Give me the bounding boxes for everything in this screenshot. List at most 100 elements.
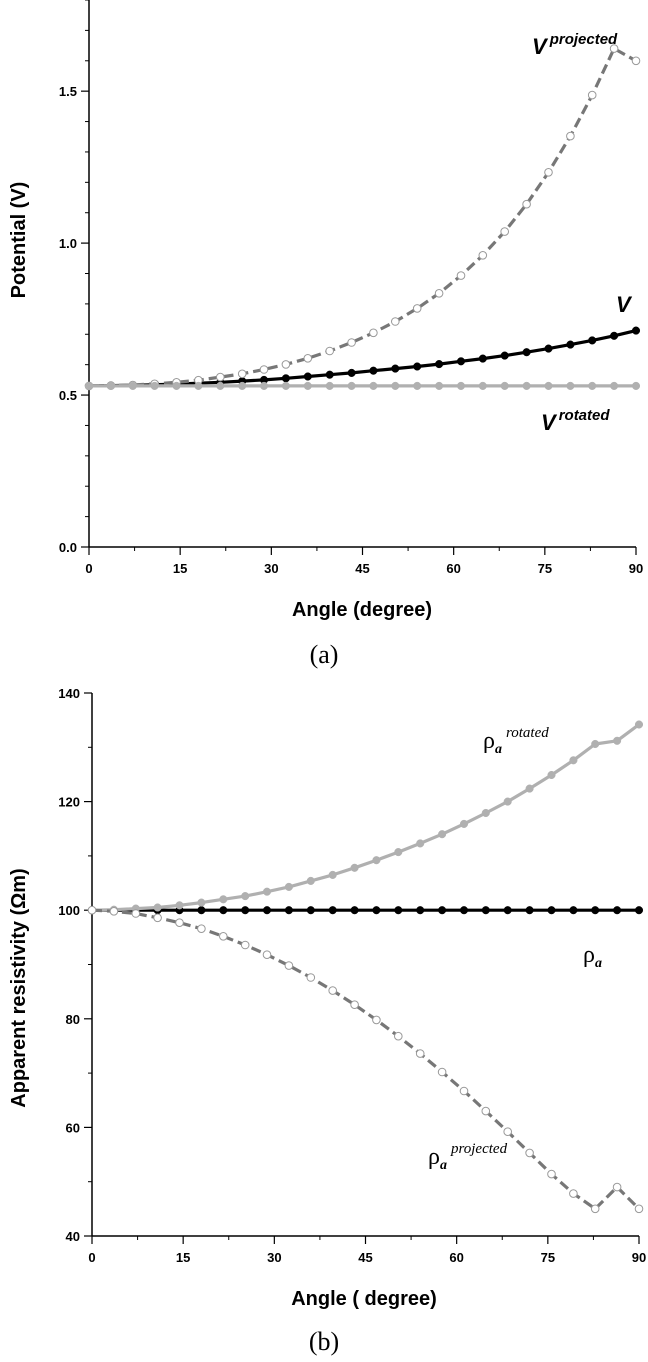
data-point	[84, 381, 94, 390]
x-tick-label: 0	[85, 561, 92, 576]
data-point	[631, 326, 641, 335]
data-point	[372, 856, 381, 865]
label-rho-a: ρa	[583, 942, 602, 971]
x-tick-label: 30	[264, 561, 278, 576]
data-point	[566, 381, 575, 390]
data-point	[435, 381, 444, 390]
data-point	[438, 906, 447, 915]
data-point	[281, 374, 290, 383]
data-point	[259, 381, 269, 390]
data-point	[503, 1127, 513, 1136]
data-point	[634, 906, 644, 915]
data-point	[590, 1204, 600, 1214]
data-point	[613, 906, 622, 915]
data-point	[194, 381, 203, 390]
data-point	[569, 906, 578, 915]
data-point	[241, 906, 250, 915]
data-point	[522, 381, 531, 390]
data-point	[416, 839, 425, 848]
data-point	[216, 372, 225, 382]
panel-b-label: (b)	[309, 1327, 339, 1356]
data-point	[281, 381, 290, 390]
y-tick-label: 0.0	[59, 540, 77, 555]
panel-a-series	[84, 44, 641, 391]
data-point	[219, 895, 228, 904]
data-point	[172, 381, 181, 390]
data-point	[566, 340, 575, 349]
panel-b-series-labels: ρarotated ρa ρaprojected	[428, 725, 602, 1173]
data-point	[456, 381, 466, 390]
data-point	[478, 381, 487, 390]
data-point	[613, 736, 622, 745]
y-tick-label: 1.0	[59, 236, 77, 251]
data-point	[481, 906, 490, 915]
data-point	[262, 950, 272, 960]
series-V-projected	[84, 44, 641, 391]
data-point	[522, 199, 531, 209]
data-point	[325, 370, 334, 379]
data-point	[416, 906, 425, 915]
x-tick-label: 30	[267, 1250, 281, 1265]
data-point	[216, 381, 225, 390]
y-tick-label: 0.5	[59, 388, 77, 403]
data-point	[306, 876, 315, 885]
panel-a-axes: 0 15 30 45 60 75 90 0.0 0.5 1.0 1.5	[59, 0, 643, 576]
series-V	[84, 326, 641, 390]
data-point	[591, 739, 600, 749]
data-point	[437, 1067, 447, 1077]
data-point	[503, 797, 512, 806]
y-tick-label: 1.5	[59, 84, 77, 99]
data-point	[478, 251, 488, 260]
data-point	[609, 44, 619, 53]
data-point	[394, 1031, 403, 1041]
data-point	[284, 961, 294, 970]
data-point	[434, 289, 444, 298]
x-tick-label: 75	[541, 1250, 555, 1265]
data-point	[369, 366, 378, 375]
data-point	[303, 372, 312, 381]
data-point	[481, 1106, 491, 1116]
data-point	[350, 1000, 359, 1010]
data-point	[150, 381, 159, 390]
data-point	[109, 907, 119, 916]
data-point	[522, 348, 531, 357]
data-point	[372, 906, 381, 915]
data-point	[634, 1204, 644, 1214]
data-point	[175, 918, 184, 928]
data-point	[262, 906, 272, 915]
series-line	[91, 723, 640, 912]
data-point	[328, 906, 337, 915]
data-point	[197, 924, 206, 934]
y-tick-label: 40	[66, 1229, 80, 1244]
panel-b-axes: 0 15 30 45 60 75 90 40 60 80 100 120 140	[58, 686, 646, 1265]
data-point	[197, 898, 206, 907]
data-point	[369, 328, 378, 338]
data-point	[328, 986, 338, 995]
data-point	[219, 906, 228, 915]
panel-a-y-axis-title: Potential (V)	[8, 182, 30, 299]
series-V-rotated	[84, 381, 641, 390]
data-point	[391, 317, 400, 326]
x-tick-label: 90	[632, 1250, 646, 1265]
series-ρa-projected	[87, 905, 644, 1214]
data-point	[631, 381, 641, 390]
x-tick-label: 60	[446, 561, 460, 576]
data-point	[459, 906, 469, 915]
data-point	[391, 381, 400, 390]
data-point	[456, 357, 466, 366]
y-tick-label: 60	[66, 1120, 80, 1135]
data-point	[237, 369, 247, 379]
data-point	[612, 1182, 622, 1192]
y-tick-label: 80	[66, 1012, 80, 1027]
data-point	[394, 848, 403, 857]
panel-b-y-axis-title: Apparent resistivity (Ωm)	[8, 868, 30, 1107]
data-point	[347, 338, 356, 347]
data-point	[391, 364, 400, 373]
x-tick-label: 45	[355, 561, 369, 576]
data-point	[284, 906, 293, 915]
x-tick-label: 15	[176, 1250, 190, 1265]
data-point	[131, 909, 141, 918]
